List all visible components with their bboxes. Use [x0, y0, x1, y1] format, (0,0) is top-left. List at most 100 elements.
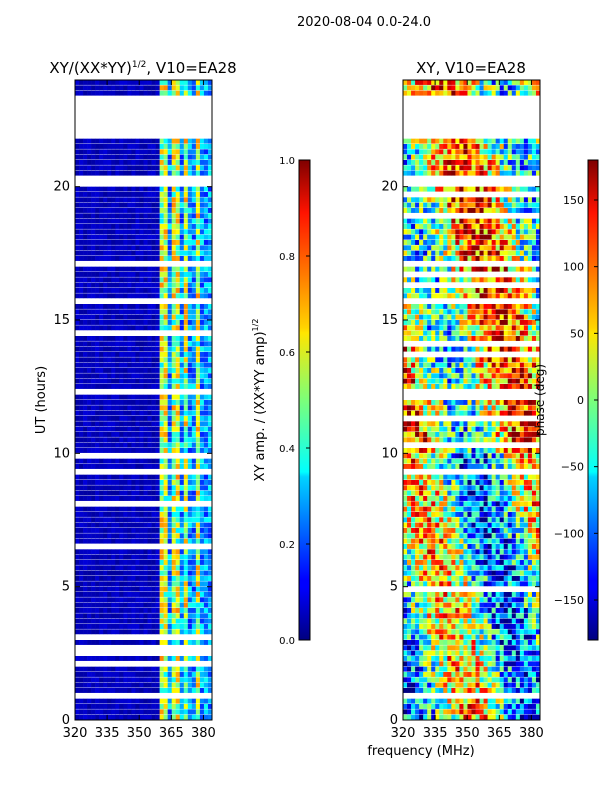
heatmap-cell: [159, 437, 164, 443]
heatmap-cell: [107, 229, 112, 235]
heatmap-cell: [407, 490, 412, 496]
heatmap-cell: [495, 453, 501, 459]
heatmap-cell: [431, 560, 436, 565]
heatmap-cell: [127, 208, 132, 213]
heatmap-cell: [495, 608, 501, 613]
heatmap-cell: [463, 581, 468, 587]
heatmap-cell: [135, 698, 140, 704]
heatmap-cell: [147, 309, 152, 315]
heatmap-cell: [455, 533, 460, 539]
heatmap-cell: [143, 458, 148, 464]
heatmap-cell: [111, 256, 116, 261]
heatmap-cell: [171, 90, 177, 96]
heatmap-cell: [179, 506, 185, 512]
heatmap-cell: [127, 442, 132, 448]
heatmap-cell: [167, 165, 173, 171]
heatmap-cell: [155, 400, 160, 405]
heatmap-cell: [127, 352, 132, 357]
heatmap-cell: [191, 490, 197, 496]
heatmap-cell: [127, 277, 132, 283]
heatmap-cell: [147, 517, 152, 523]
heatmap-cell: [155, 704, 160, 709]
heatmap-cell: [79, 677, 84, 683]
heatmap-cell: [415, 624, 420, 629]
heatmap-cell: [139, 192, 144, 197]
heatmap-cell: [163, 192, 168, 197]
heatmap-cell: [467, 458, 472, 464]
heatmap-cell: [199, 192, 205, 197]
heatmap-cell: [175, 608, 181, 613]
heatmap-cell: [499, 480, 505, 485]
heatmap-cell: [87, 485, 92, 491]
heatmap-cell: [151, 362, 156, 368]
heatmap-cell: [83, 336, 88, 341]
heatmap-cell: [443, 613, 448, 619]
heatmap-cell: [91, 458, 96, 464]
heatmap-cell: [415, 688, 420, 693]
heatmap-cell: [531, 709, 537, 715]
heatmap-cell: [167, 586, 173, 592]
heatmap-cell: [155, 304, 160, 309]
heatmap-cell: [443, 448, 448, 453]
heatmap-cell: [411, 570, 416, 576]
heatmap-cell: [167, 272, 173, 277]
heatmap-cell: [507, 661, 513, 667]
heatmap-cell: [155, 208, 160, 213]
heatmap-cell: [463, 565, 468, 571]
heatmap-cell: [511, 677, 517, 683]
heatmap-cell: [195, 592, 201, 597]
heatmap-cell: [507, 634, 513, 640]
heatmap-cell: [451, 576, 456, 581]
heatmap-cell: [423, 704, 428, 709]
heatmap-cell: [119, 346, 124, 352]
heatmap-cell: [115, 405, 120, 411]
heatmap-cell: [487, 485, 492, 491]
heatmap-cell: [147, 698, 152, 704]
heatmap-cell: [187, 170, 193, 176]
heatmap-cell: [131, 704, 136, 709]
heatmap-cell: [519, 501, 525, 507]
heatmap-cell: [435, 560, 440, 565]
heatmap-cell: [155, 576, 160, 581]
heatmap-cell: [171, 490, 177, 496]
heatmap-cell: [207, 277, 213, 283]
heatmap-cell: [519, 602, 525, 608]
heatmap-cell: [203, 490, 209, 496]
heatmap-cell: [195, 224, 201, 229]
heatmap-cell: [135, 85, 140, 91]
heatmap-cell: [135, 90, 140, 96]
heatmap-cell: [99, 709, 104, 715]
heatmap-cell: [191, 368, 197, 373]
y-tick-label: 15: [53, 313, 70, 328]
heatmap-cell: [159, 192, 164, 197]
heatmap-cell: [531, 682, 537, 688]
heatmap-cell: [139, 256, 144, 261]
heatmap-cell: [83, 208, 88, 213]
heatmap-cell: [99, 90, 104, 96]
heatmap-cell: [487, 618, 492, 624]
heatmap-cell: [503, 448, 509, 453]
heatmap-cell: [475, 549, 480, 555]
heatmap-cell: [131, 208, 136, 213]
heatmap-cell: [423, 661, 428, 667]
heatmap-cell: [83, 677, 88, 683]
amplitude-y-axis-label: UT (hours): [34, 366, 49, 434]
heatmap-cell: [203, 368, 209, 373]
heatmap-cell: [419, 480, 424, 485]
heatmap-cell: [171, 416, 177, 421]
heatmap-cell: [515, 682, 521, 688]
heatmap-cell: [95, 256, 100, 261]
heatmap-cell: [107, 272, 112, 277]
heatmap-cell: [91, 90, 96, 96]
heatmap-cell: [191, 149, 197, 155]
heatmap-cell: [91, 240, 96, 245]
heatmap-cell: [123, 282, 128, 288]
heatmap-cell: [167, 709, 173, 715]
heatmap-cell: [191, 714, 197, 720]
heatmap-cell: [495, 597, 501, 603]
heatmap-cell: [191, 704, 197, 709]
heatmap-cell: [127, 346, 132, 352]
heatmap-cell: [171, 672, 177, 677]
heatmap-cell: [207, 506, 213, 512]
heatmap-cell: [487, 538, 492, 544]
